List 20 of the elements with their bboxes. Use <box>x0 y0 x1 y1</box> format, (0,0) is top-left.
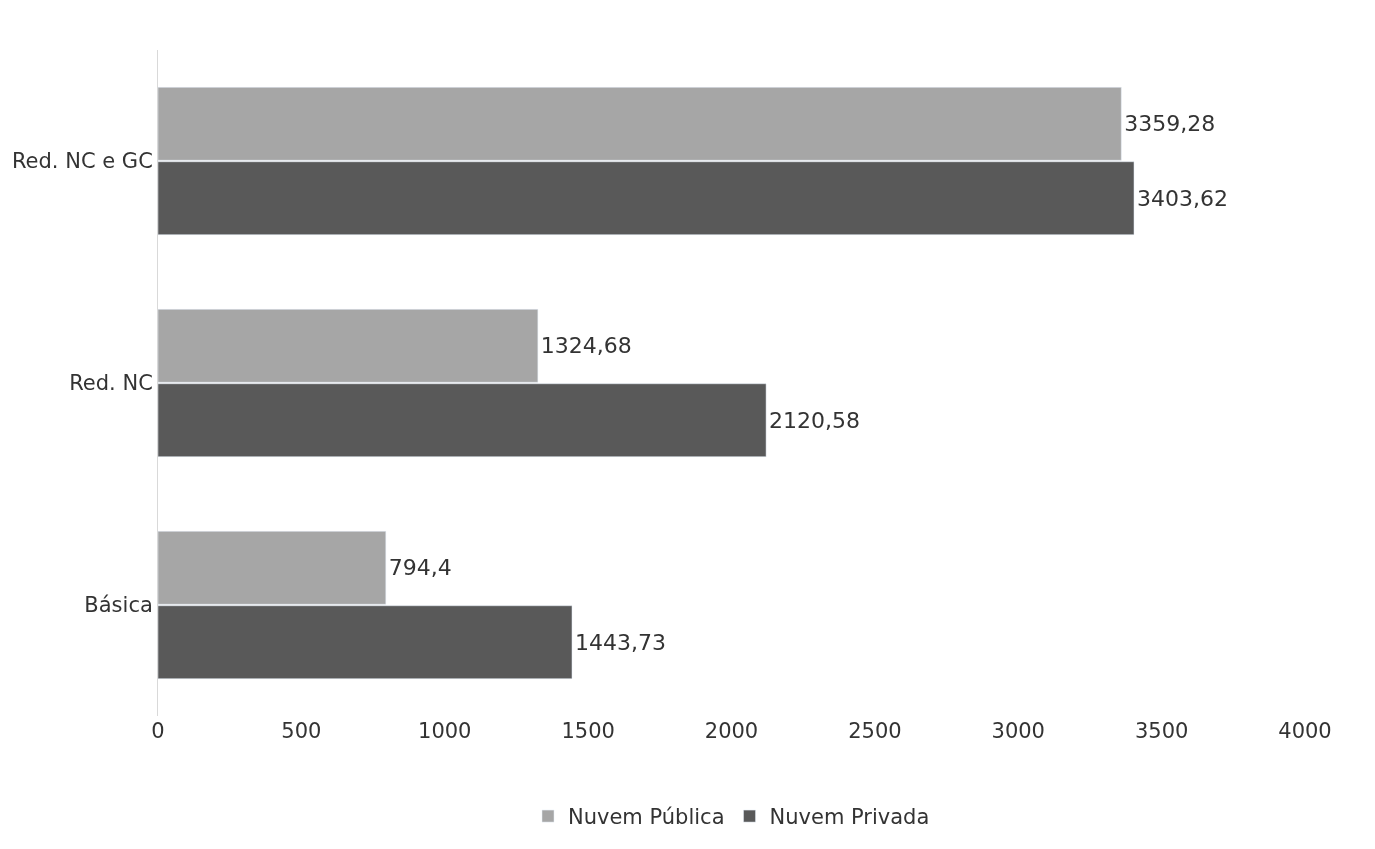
y-tick-label: Red. NC <box>69 371 153 396</box>
data-label: 2120,58 <box>769 407 861 433</box>
legend-label: Nuvem Privada <box>769 805 930 830</box>
x-tick-label: 500 <box>281 719 322 743</box>
legend-label: Nuvem Pública <box>568 805 725 830</box>
x-tick-label: 3500 <box>1134 719 1189 743</box>
data-label: 3403,62 <box>1136 185 1228 211</box>
data-label: 1324,68 <box>540 333 632 359</box>
x-tick-label: 2000 <box>704 719 759 743</box>
x-tick-label: 1500 <box>561 719 615 743</box>
x-tick-label: 4000 <box>1278 719 1332 743</box>
x-tick-label: 2500 <box>848 719 902 743</box>
x-tick-label: 0 <box>151 719 165 743</box>
data-label: 794,4 <box>388 555 452 581</box>
y-tick-label: Básica <box>84 593 153 618</box>
x-tick-label: 3000 <box>991 719 1045 743</box>
x-tick-label: 1000 <box>418 719 472 743</box>
y-tick-label: Red. NC e GC <box>11 149 153 174</box>
data-label: 1443,73 <box>574 629 666 655</box>
data-label: 3359,28 <box>1124 111 1216 137</box>
